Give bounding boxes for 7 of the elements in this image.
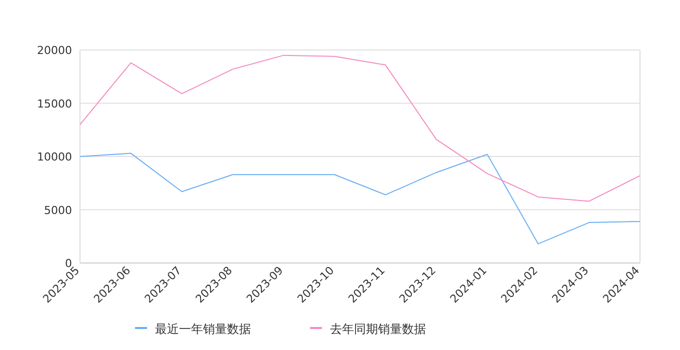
legend-label: 去年同期销量数据 xyxy=(330,322,426,336)
legend-label: 最近一年销量数据 xyxy=(155,322,251,336)
y-tick-label: 0 xyxy=(65,257,72,270)
y-tick-label: 20000 xyxy=(37,44,72,57)
y-tick-label: 15000 xyxy=(37,97,72,110)
y-tick-label: 10000 xyxy=(37,150,72,164)
y-tick-label: 5000 xyxy=(44,204,72,217)
